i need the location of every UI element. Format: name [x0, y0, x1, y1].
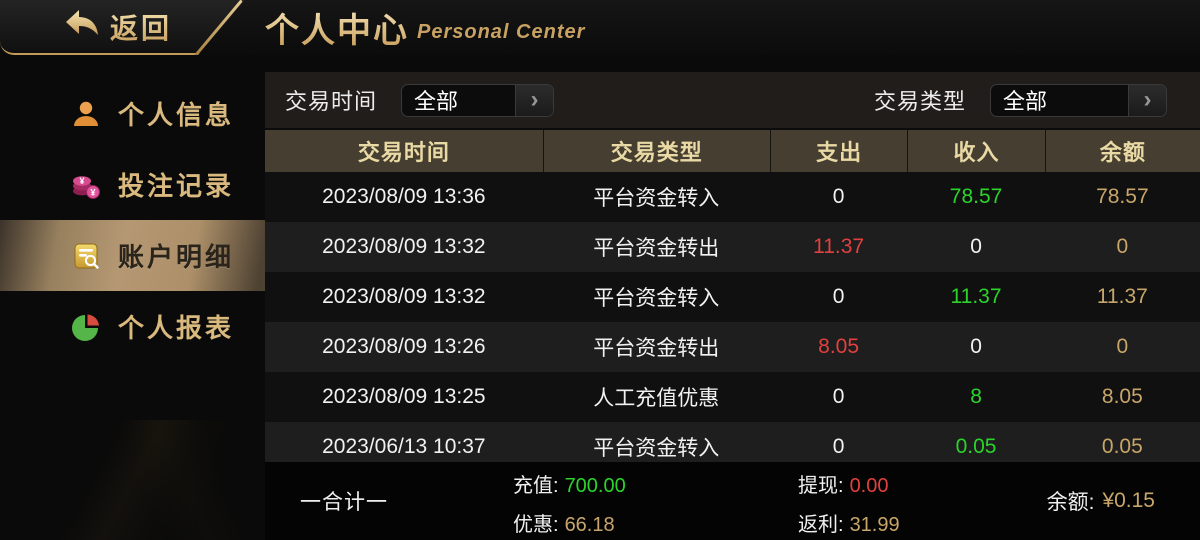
- cell-income: 0: [970, 335, 982, 358]
- account-details-panel: 交易时间 全部 › 交易类型 全部 › 交易时间 交易类型 支出 收入 余额 2…: [265, 55, 1200, 540]
- column-header-income: 收入: [907, 130, 1044, 172]
- page-title-group: 个人中心 Personal Center: [265, 0, 585, 55]
- sidebar-item-personal-report[interactable]: 个人报表: [0, 291, 265, 362]
- cell-time: 2023/08/09 13:25: [322, 385, 486, 408]
- summary-balance-label: 余额:: [1046, 491, 1095, 514]
- sidebar-item-account-details[interactable]: 账户明细: [0, 220, 265, 291]
- table-row: 2023/08/09 13:25 人工充值优惠 0 8 8.05: [265, 372, 1200, 422]
- cell-type: 平台资金转入: [593, 187, 720, 210]
- sidebar-item-label: 账户明细: [118, 242, 235, 272]
- summary-total-label: 一合计一: [300, 491, 388, 514]
- chevron-right-icon: ›: [515, 84, 554, 116]
- sidebar-item-label: 投注记录: [118, 171, 235, 201]
- summary-withdraw-label: 提现:: [798, 475, 844, 497]
- summary-recharge-label: 充值:: [513, 475, 559, 497]
- cell-time: 2023/08/09 13:32: [322, 285, 486, 308]
- column-header-time: 交易时间: [357, 140, 450, 165]
- coins-icon: ¥ ¥: [70, 169, 102, 201]
- cell-time: 2023/08/09 13:36: [322, 185, 486, 208]
- transaction-list[interactable]: 2023/08/09 13:36 平台资金转入 0 78.57 78.57 20…: [265, 172, 1200, 462]
- cell-expense: 11.37: [813, 235, 865, 258]
- summary-discount: 优惠: 66.18: [513, 508, 626, 537]
- cell-type: 人工充值优惠: [593, 387, 720, 410]
- ledger-search-icon: [70, 240, 102, 272]
- sidebar: 个人信息 ¥ ¥ 投注记录: [0, 55, 265, 540]
- summary-rebate: 返利: 31.99: [798, 508, 900, 537]
- table-row: 2023/08/09 13:32 平台资金转出 11.37 0 0: [265, 222, 1200, 272]
- cell-expense: 0: [832, 185, 845, 208]
- cell-expense: 8.05: [818, 335, 860, 358]
- filter-type-select[interactable]: 全部 ›: [990, 83, 1167, 117]
- sidebar-item-personal-info[interactable]: 个人信息: [0, 78, 265, 149]
- cell-time: 2023/08/09 13:32: [322, 235, 486, 258]
- cell-time: 2023/06/13 10:37: [322, 435, 486, 458]
- summary-bar: 一合计一 充值: 700.00 优惠: 66.18 提现: 0.00 返利: 31.99…: [265, 462, 1200, 540]
- summary-discount-label: 优惠:: [513, 514, 559, 536]
- cell-type: 平台资金转出: [593, 237, 720, 260]
- cell-expense: 0: [832, 285, 845, 308]
- cell-balance: 0: [1116, 235, 1129, 258]
- column-header-balance: 余额: [1044, 130, 1200, 172]
- table-row: 2023/08/09 13:26 平台资金转出 8.05 0 0: [265, 322, 1200, 372]
- cell-expense: 0: [832, 385, 845, 408]
- pie-chart-icon: [70, 311, 102, 343]
- filter-type-value: 全部: [1003, 89, 1048, 114]
- cell-income: 0: [970, 235, 982, 258]
- page-title: 个人中心: [265, 3, 409, 52]
- svg-text:¥: ¥: [90, 187, 95, 197]
- summary-withdraw: 提现: 0.00: [798, 469, 900, 498]
- sidebar-item-label: 个人报表: [118, 313, 235, 343]
- summary-discount-value: 66.18: [564, 514, 615, 536]
- title-bar: 返回 个人中心 Personal Center: [0, 0, 1200, 57]
- summary-balance: 余额: ¥0.15: [1047, 462, 1155, 540]
- back-arrow-icon: [60, 6, 100, 47]
- svg-text:¥: ¥: [79, 176, 84, 186]
- summary-rebate-value: 31.99: [849, 514, 900, 536]
- table-header: 交易时间 交易类型 支出 收入 余额: [265, 128, 1200, 172]
- table-row: 2023/06/13 10:37 平台资金转入 0 0.05 0.05: [265, 422, 1200, 462]
- summary-rebate-label: 返利:: [798, 514, 844, 536]
- summary-recharge: 充值: 700.00: [513, 469, 626, 498]
- cell-type: 平台资金转入: [593, 287, 720, 310]
- decorative-cards-art: [0, 420, 265, 540]
- back-label: 返回: [110, 7, 172, 47]
- sidebar-item-label: 个人信息: [118, 100, 235, 130]
- cell-time: 2023/08/09 13:26: [322, 335, 486, 358]
- cell-income: 0.05: [955, 435, 997, 458]
- cell-balance: 78.57: [1096, 185, 1149, 208]
- filter-time-select[interactable]: 全部 ›: [401, 83, 555, 117]
- summary-withdraw-value: 0.00: [849, 475, 889, 497]
- cell-balance: 11.37: [1096, 285, 1148, 308]
- cell-balance: 0.05: [1101, 435, 1143, 458]
- user-icon: [70, 98, 102, 130]
- cell-income: 78.57: [949, 185, 1003, 208]
- filter-time-label: 交易时间: [285, 89, 378, 114]
- cell-balance: 0: [1116, 335, 1129, 358]
- summary-recharge-value: 700.00: [564, 475, 626, 497]
- cell-income: 8: [970, 385, 982, 408]
- column-header-type: 交易类型: [542, 130, 770, 172]
- filter-bar: 交易时间 全部 › 交易类型 全部 ›: [265, 72, 1200, 128]
- cell-type: 平台资金转出: [593, 337, 720, 360]
- column-header-expense: 支出: [769, 130, 907, 172]
- filter-time-value: 全部: [414, 89, 459, 114]
- cell-type: 平台资金转入: [593, 437, 720, 460]
- cell-expense: 0: [832, 435, 845, 458]
- filter-type-label: 交易类型: [873, 89, 966, 114]
- table-row: 2023/08/09 13:32 平台资金转入 0 11.37 11.37: [265, 272, 1200, 322]
- cell-balance: 8.05: [1101, 385, 1143, 408]
- chevron-right-icon: ›: [1128, 84, 1166, 116]
- cell-income: 11.37: [950, 285, 1002, 308]
- sidebar-item-bet-records[interactable]: ¥ ¥ 投注记录: [0, 149, 265, 220]
- summary-balance-value: ¥0.15: [1102, 489, 1155, 512]
- back-button[interactable]: 返回: [0, 0, 245, 55]
- page-subtitle: Personal Center: [417, 21, 586, 43]
- table-row: 2023/08/09 13:36 平台资金转入 0 78.57 78.57: [265, 172, 1200, 222]
